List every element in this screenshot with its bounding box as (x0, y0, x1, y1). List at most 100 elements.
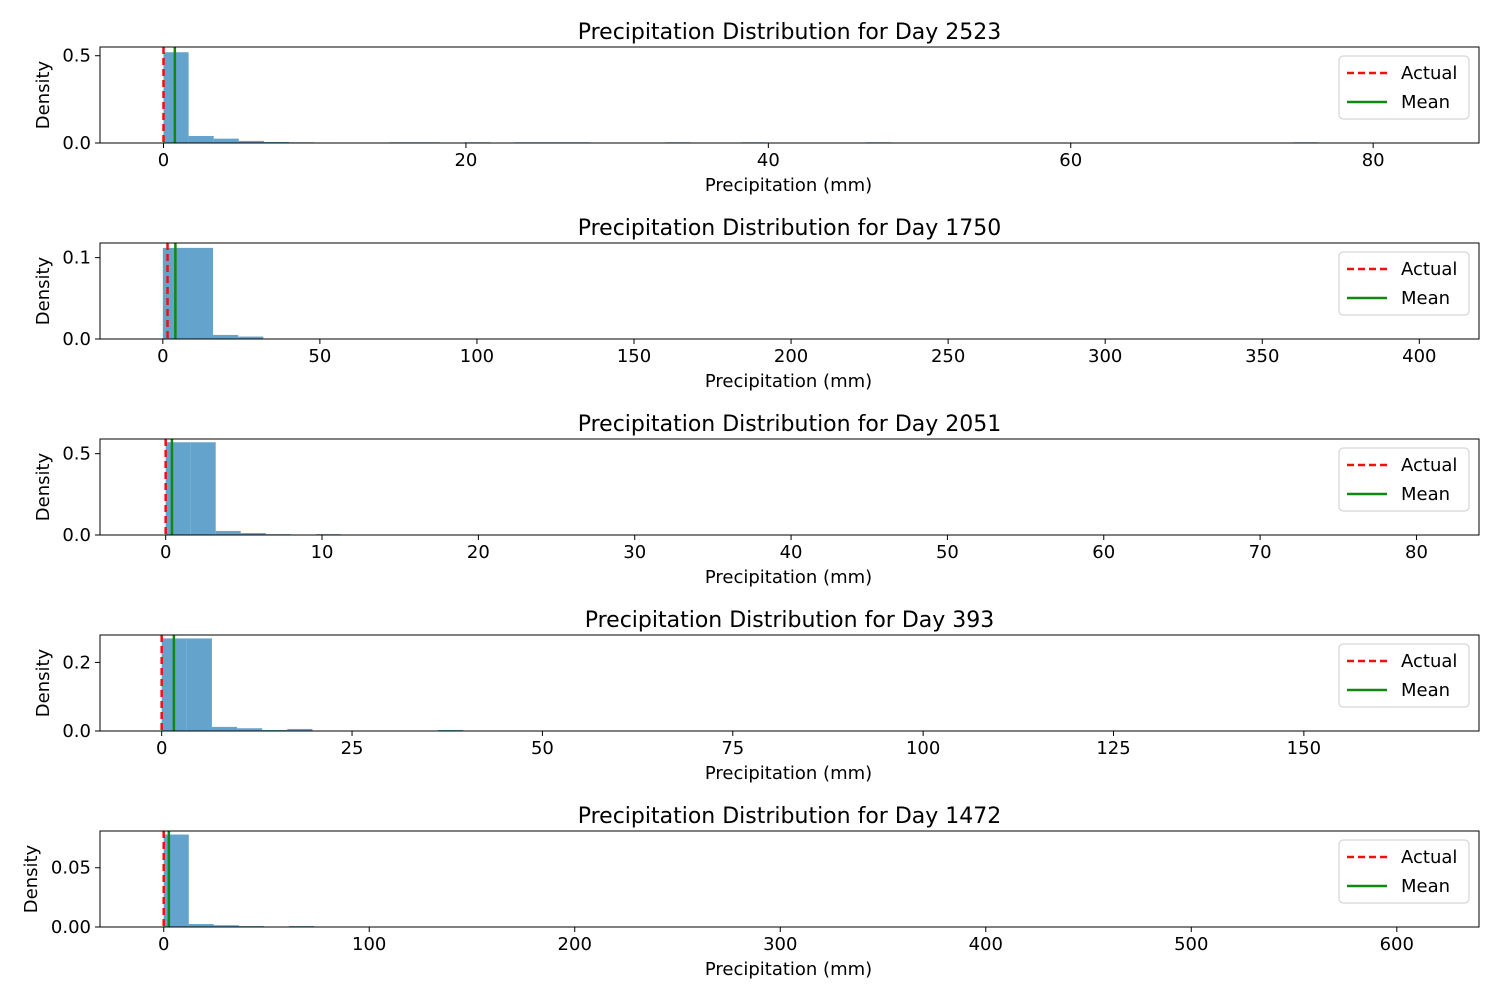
histogram-bar (186, 638, 212, 731)
x-tick-label: 100 (906, 738, 940, 759)
x-tick-label: 70 (1249, 542, 1272, 563)
x-tick-label: 40 (780, 542, 803, 563)
x-tick-label: 150 (617, 346, 651, 367)
y-tick-label: 0.00 (51, 917, 91, 938)
legend-mean-label: Mean (1401, 484, 1450, 505)
x-tick-label: 100 (352, 934, 386, 955)
x-tick-label: 20 (454, 150, 477, 171)
x-tick-label: 75 (721, 738, 744, 759)
x-axis-label: Precipitation (mm) (705, 959, 872, 980)
y-tick-label: 0.5 (62, 444, 91, 465)
subplot-2: Precipitation Distribution for Day 1750 0… (33, 216, 1480, 392)
histogram-bar (188, 136, 214, 143)
histogram-bar (163, 834, 189, 927)
legend: Actual Mean (1338, 839, 1470, 904)
histogram-bar (240, 533, 266, 535)
x-tick-label: 600 (1380, 934, 1414, 955)
y-axis-label: Density (33, 256, 54, 325)
x-tick-label: 50 (308, 346, 331, 367)
legend: Actual Mean (1338, 55, 1470, 120)
subplot-4: Precipitation Distribution for Day 393 0 2… (33, 608, 1480, 784)
y-tick-label: 0.1 (62, 248, 91, 269)
subplot-3: Precipitation Distribution for Day 2051 0… (33, 412, 1480, 588)
legend-actual-label: Actual (1401, 651, 1457, 672)
subplot-5: Precipitation Distribution for Day 1472 0… (21, 804, 1480, 980)
histogram-bar (187, 247, 214, 339)
legend: Actual Mean (1338, 251, 1470, 316)
x-tick-label: 10 (311, 542, 334, 563)
histogram-bar (213, 138, 239, 143)
histogram-bar (238, 140, 264, 143)
y-axis-label: Density (33, 648, 54, 717)
histogram-bar (165, 442, 191, 535)
x-tick-label: 200 (558, 934, 592, 955)
plot-frame (99, 438, 1480, 536)
x-tick-label: 50 (936, 542, 959, 563)
x-tick-label: 250 (931, 346, 965, 367)
y-tick-label: 0.0 (62, 721, 91, 742)
legend-actual-label: Actual (1401, 847, 1457, 868)
chart-title: Precipitation Distribution for Day 2051 (578, 412, 1002, 437)
y-axis-label: Density (33, 60, 54, 129)
plot-frame (99, 242, 1480, 340)
x-tick-label: 300 (1088, 346, 1122, 367)
chart-title: Precipitation Distribution for Day 393 (585, 608, 995, 633)
histogram-bar (213, 925, 239, 927)
x-tick-label: 0 (158, 934, 169, 955)
x-tick-label: 40 (757, 150, 780, 171)
y-tick-label: 0.0 (62, 133, 91, 154)
legend-actual-label: Actual (1401, 259, 1457, 280)
x-tick-label: 125 (1096, 738, 1130, 759)
x-tick-label: 0 (156, 738, 167, 759)
legend-actual-label: Actual (1401, 63, 1457, 84)
chart-title: Precipitation Distribution for Day 1472 (578, 804, 1002, 829)
histogram-bar (287, 728, 313, 731)
subplot-1: Precipitation Distribution for Day 2523 0… (33, 20, 1480, 196)
x-tick-label: 30 (623, 542, 646, 563)
histogram-bar (211, 726, 238, 731)
plot-frame (99, 46, 1480, 144)
histogram-bar (190, 442, 216, 535)
x-tick-label: 25 (341, 738, 364, 759)
x-tick-label: 80 (1405, 542, 1428, 563)
histogram-bar (263, 141, 290, 143)
legend-mean-label: Mean (1401, 288, 1450, 309)
legend-mean-label: Mean (1401, 680, 1450, 701)
y-tick-label: 0.0 (62, 329, 91, 350)
histogram-bar (238, 336, 264, 339)
x-axis-label: Precipitation (mm) (705, 371, 872, 392)
chart-title: Precipitation Distribution for Day 1750 (578, 216, 1002, 241)
x-tick-label: 400 (969, 934, 1003, 955)
x-tick-label: 0 (158, 150, 169, 171)
histogram-bar (213, 334, 239, 339)
plot-frame (99, 634, 1480, 732)
x-tick-label: 500 (1174, 934, 1208, 955)
x-axis-label: Precipitation (mm) (705, 763, 872, 784)
y-tick-label: 0.0 (62, 525, 91, 546)
x-tick-label: 100 (460, 346, 494, 367)
y-tick-label: 0.5 (62, 46, 91, 67)
x-tick-label: 50 (531, 738, 554, 759)
legend: Actual Mean (1338, 447, 1470, 512)
x-tick-label: 300 (763, 934, 797, 955)
x-tick-label: 80 (1362, 150, 1385, 171)
x-tick-label: 60 (1092, 542, 1115, 563)
histogram-bar (188, 924, 214, 927)
histogram-bar (262, 729, 288, 731)
x-tick-label: 150 (1287, 738, 1321, 759)
histogram-bar (438, 729, 464, 731)
x-tick-label: 200 (774, 346, 808, 367)
y-axis-label: Density (33, 452, 54, 521)
legend-actual-label: Actual (1401, 455, 1457, 476)
x-tick-label: 400 (1402, 346, 1436, 367)
x-axis-label: Precipitation (mm) (705, 567, 872, 588)
legend-mean-label: Mean (1401, 92, 1450, 113)
x-tick-label: 0 (157, 346, 168, 367)
x-tick-label: 0 (160, 542, 171, 563)
legend-mean-label: Mean (1401, 876, 1450, 897)
x-tick-label: 350 (1245, 346, 1279, 367)
x-tick-label: 60 (1059, 150, 1082, 171)
y-tick-label: 0.2 (62, 652, 91, 673)
x-tick-label: 20 (467, 542, 490, 563)
